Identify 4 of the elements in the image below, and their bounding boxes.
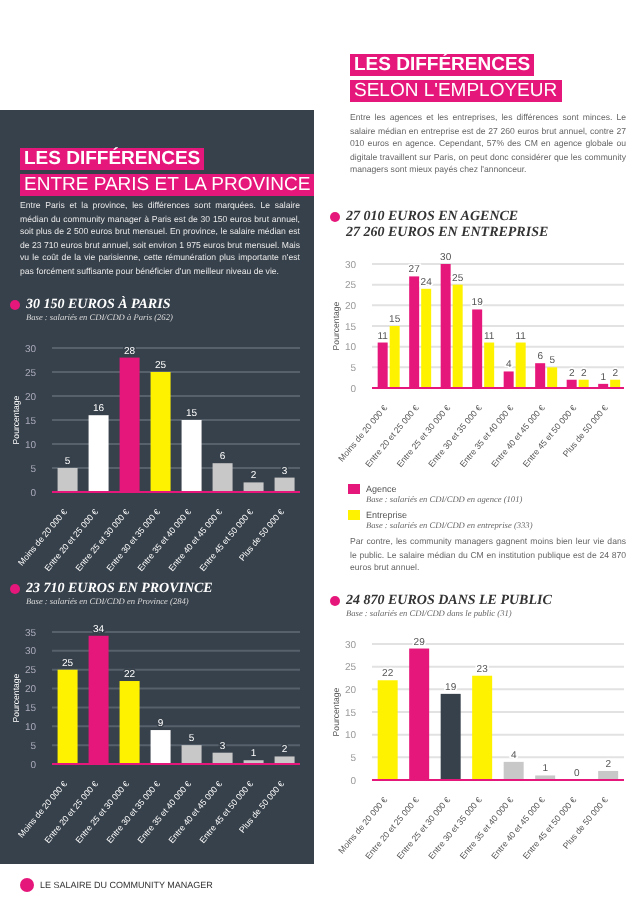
text: ENTRE PARIS ET LA PROVINCE <box>20 174 315 196</box>
text: SELON L'EMPLOYEUR <box>350 80 562 102</box>
text: LES DIFFÉRENCES <box>350 54 535 76</box>
text: LES DIFFÉRENCES <box>20 148 205 170</box>
